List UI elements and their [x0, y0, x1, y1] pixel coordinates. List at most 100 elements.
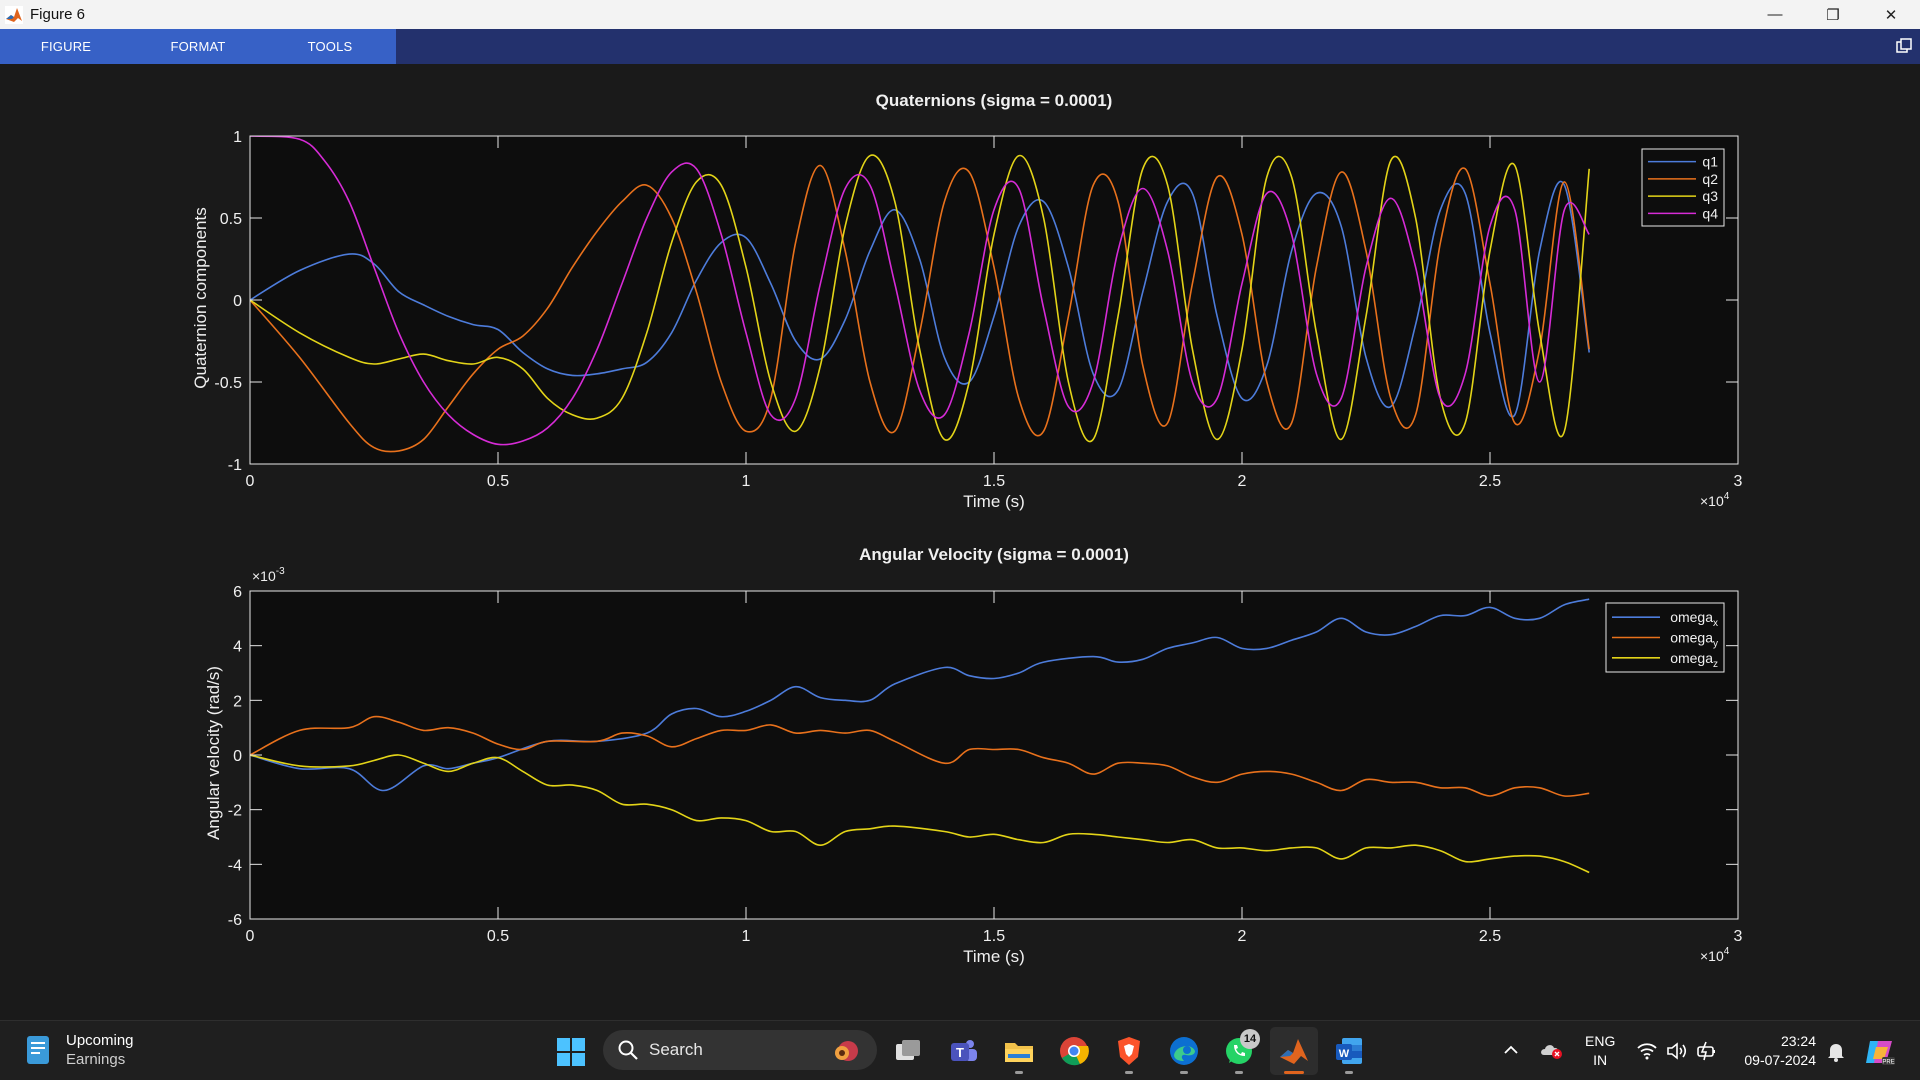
svg-text:T: T: [956, 1045, 964, 1060]
x-tick-label: 0.5: [487, 928, 509, 945]
y-tick-label: -6: [228, 912, 242, 929]
x-axis-exponent: ×104: [1700, 946, 1730, 964]
legend-entry: omegaz: [1670, 650, 1718, 670]
series-group: [250, 598, 1590, 874]
windows-start-icon[interactable]: [556, 1037, 586, 1067]
system-clock[interactable]: 23:24 09-07-2024: [1738, 1032, 1816, 1070]
plot-area: [250, 591, 1738, 919]
series-line-q2: [250, 164, 1590, 453]
x-tick-label: 3: [1734, 928, 1743, 945]
y-tick-label: -1: [228, 457, 242, 474]
legend-entry: omegax: [1670, 609, 1718, 629]
chevron-up-icon[interactable]: [1502, 1041, 1520, 1059]
chart-title: Angular Velocity (sigma = 0.0001): [859, 545, 1129, 564]
teams-icon[interactable]: T: [948, 1035, 980, 1067]
search-placeholder: Search: [649, 1040, 703, 1059]
x-tick-label: 0: [246, 473, 255, 490]
language-code: ENG: [1585, 1033, 1616, 1049]
x-tick-label: 2: [1238, 928, 1247, 945]
y-axis-exponent: ×10-3: [252, 566, 285, 584]
series-group: [250, 136, 1590, 453]
matlab-active-indicator: [1284, 1071, 1304, 1074]
y-tick-label: -0.5: [214, 375, 242, 392]
x-axis-label: Time (s): [963, 492, 1025, 511]
search-icon: [618, 1040, 638, 1060]
x-tick-label: 0.5: [487, 473, 509, 490]
brave-running-indicator: [1125, 1071, 1133, 1074]
matlab-taskbar-icon[interactable]: [1278, 1035, 1310, 1067]
window-title: Figure 6: [30, 6, 86, 23]
legend-entry: q3: [1702, 188, 1718, 204]
input-language[interactable]: ENG IN: [1585, 1032, 1615, 1070]
word-running-indicator: [1345, 1071, 1353, 1074]
x-tick-label: 1.5: [983, 473, 1005, 490]
y-tick-label: 1: [233, 129, 242, 146]
file-explorer-icon[interactable]: [1003, 1035, 1035, 1067]
task-view-icon[interactable]: [892, 1035, 924, 1067]
volume-icon[interactable]: [1666, 1041, 1688, 1061]
x-tick-label: 2.5: [1479, 473, 1501, 490]
plots-canvas: Quaternions (sigma = 0.0001) Time (s) Qu…: [191, 91, 1743, 966]
chart-title: Quaternions (sigma = 0.0001): [876, 91, 1113, 110]
taskbar: Upcoming Earnings Search T: [0, 1020, 1920, 1080]
y-tick-label: 0: [233, 748, 242, 765]
battery-charging-icon[interactable]: [1696, 1040, 1718, 1062]
y-axis-label: Angular velocity (rad/s): [204, 666, 223, 840]
widget-title: Upcoming: [66, 1032, 134, 1049]
widget-button[interactable]: Upcoming Earnings: [24, 1031, 134, 1069]
clock-time: 23:24: [1780, 1033, 1816, 1049]
widget-subtitle: Earnings: [66, 1051, 126, 1068]
x-tick-label: 2.5: [1479, 928, 1501, 945]
plot-area: [250, 136, 1738, 464]
window-title-bar: Figure 6 — ❐ ✕: [0, 0, 1920, 29]
notification-bell-icon[interactable]: [1826, 1041, 1846, 1063]
y-tick-label: -2: [228, 803, 242, 820]
restore-button[interactable]: ❐: [1826, 6, 1840, 24]
series-line-q1: [250, 180, 1590, 418]
y-axis-label: Quaternion components: [191, 207, 210, 388]
y-tick-label: 4: [233, 639, 242, 656]
x-axis-label: Time (s): [963, 947, 1025, 966]
edge-running-indicator: [1180, 1071, 1188, 1074]
matlab-icon: [5, 5, 23, 24]
y-tick-label: 0.5: [220, 211, 242, 228]
legend-entry: q4: [1702, 205, 1718, 221]
tab-format[interactable]: FORMAT: [170, 39, 226, 54]
search-box[interactable]: Search: [603, 1030, 877, 1070]
svg-text:W: W: [1339, 1048, 1350, 1060]
y-tick-label: -4: [228, 857, 242, 874]
clock-date: 09-07-2024: [1744, 1052, 1816, 1068]
search-highlight-icon: [835, 1041, 858, 1061]
series-line-q4: [250, 136, 1590, 446]
y-tick-label: 6: [233, 584, 242, 601]
ribbon-bar: FIGURE FORMAT TOOLS: [0, 29, 1920, 64]
series-line-omega-x: [250, 598, 1590, 792]
copilot-icon[interactable]: PRE: [1864, 1037, 1896, 1067]
legend-entry: omegay: [1670, 630, 1718, 650]
wifi-icon[interactable]: [1636, 1041, 1658, 1061]
minimize-button[interactable]: —: [1767, 6, 1783, 23]
tab-tools[interactable]: TOOLS: [307, 39, 353, 54]
legend-entry: q1: [1702, 154, 1718, 170]
chrome-icon[interactable]: [1058, 1035, 1090, 1067]
x-tick-label: 2: [1238, 473, 1247, 490]
word-icon[interactable]: W: [1333, 1035, 1365, 1067]
quaternion-axes[interactable]: Quaternions (sigma = 0.0001) Time (s) Qu…: [191, 91, 1743, 511]
y-tick-label: 2: [233, 693, 242, 710]
brave-browser-icon[interactable]: [1113, 1035, 1145, 1067]
x-tick-label: 1: [742, 928, 751, 945]
edge-icon[interactable]: [1168, 1035, 1200, 1067]
angular-velocity-axes[interactable]: Angular Velocity (sigma = 0.0001) Time (…: [204, 545, 1743, 966]
onedrive-error-icon[interactable]: [1540, 1039, 1564, 1061]
whatsapp-running-indicator: [1235, 1071, 1243, 1074]
explorer-running-indicator: [1015, 1071, 1023, 1074]
close-button[interactable]: ✕: [1884, 6, 1898, 24]
series-line-q3: [250, 154, 1590, 443]
tab-figure[interactable]: FIGURE: [40, 39, 92, 54]
region-code: IN: [1593, 1052, 1608, 1068]
legend-entry: q2: [1702, 171, 1718, 187]
series-line-omega-y: [250, 715, 1590, 797]
undock-icon[interactable]: [1896, 38, 1912, 54]
